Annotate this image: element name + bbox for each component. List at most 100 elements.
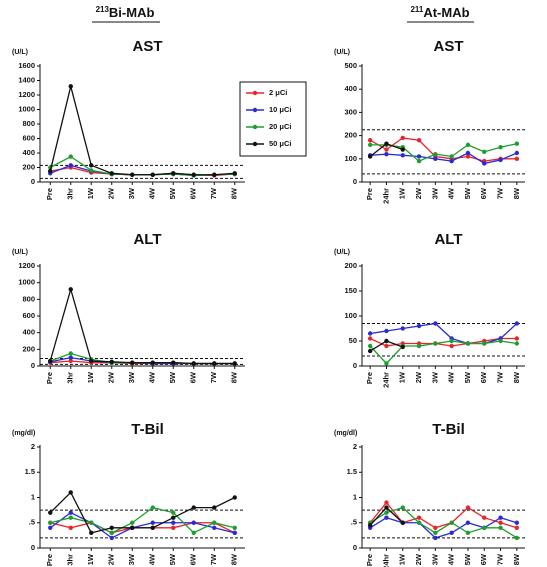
y-tick-label: 0 bbox=[353, 543, 357, 552]
data-point bbox=[384, 141, 389, 146]
x-tick-label: 4W bbox=[447, 371, 456, 383]
data-point bbox=[232, 361, 237, 366]
data-point bbox=[68, 525, 73, 530]
data-point bbox=[367, 336, 373, 341]
y-tick-label: 0 bbox=[31, 361, 35, 370]
data-point bbox=[232, 495, 237, 500]
series-line bbox=[369, 340, 517, 365]
data-point bbox=[89, 530, 94, 536]
data-point bbox=[68, 515, 73, 520]
x-tick-label: 4W bbox=[447, 187, 456, 199]
x-tick-label: 3hr bbox=[66, 372, 75, 384]
data-point bbox=[150, 525, 155, 530]
x-tick-label: 8W bbox=[230, 553, 239, 565]
data-point bbox=[465, 520, 471, 525]
agent: Bi-MAb bbox=[109, 5, 155, 20]
y-tick-label: .5 bbox=[29, 518, 35, 527]
y-tick-label: 200 bbox=[344, 131, 357, 140]
x-tick-label: Pre bbox=[365, 554, 374, 566]
x-tick-label: 7W bbox=[496, 187, 505, 199]
data-point bbox=[68, 154, 73, 159]
data-point bbox=[232, 530, 237, 536]
data-point bbox=[482, 341, 487, 346]
data-point bbox=[498, 145, 503, 150]
y-axis-label: (U/L) bbox=[334, 49, 350, 56]
data-point bbox=[68, 358, 73, 364]
data-point bbox=[48, 510, 53, 515]
data-point bbox=[416, 323, 422, 329]
x-tick-label: 8W bbox=[512, 553, 521, 565]
data-point bbox=[109, 535, 114, 541]
x-tick-label: Pre bbox=[45, 188, 54, 200]
y-axis-label: (U/L) bbox=[12, 49, 28, 56]
data-point bbox=[384, 328, 389, 334]
data-point bbox=[171, 525, 176, 530]
x-tick-label: 7W bbox=[209, 371, 218, 383]
y-tick-label: 400 bbox=[344, 84, 357, 93]
data-point bbox=[68, 355, 73, 360]
y-tick-label: 200 bbox=[344, 261, 357, 270]
x-tick-label: 4W bbox=[447, 553, 456, 565]
series-line bbox=[370, 322, 518, 345]
data-point bbox=[498, 525, 503, 530]
x-tick-label: 4W bbox=[148, 187, 157, 199]
y-tick-label: 1400 bbox=[18, 75, 35, 84]
legend-label: 2 μCi bbox=[269, 88, 287, 97]
data-point bbox=[433, 156, 438, 161]
series-line bbox=[49, 511, 235, 539]
x-tick-label: 6W bbox=[189, 187, 198, 199]
data-point bbox=[384, 147, 389, 152]
data-point bbox=[400, 326, 405, 331]
data-point bbox=[433, 530, 438, 536]
y-axis-label: (mg/dl) bbox=[12, 430, 35, 437]
y-axis-label: (U/L) bbox=[334, 249, 350, 256]
data-point bbox=[150, 520, 155, 525]
isotope: 213 bbox=[96, 5, 110, 14]
data-point bbox=[465, 341, 471, 346]
x-tick-label: 1W bbox=[86, 553, 95, 565]
x-tick-label: 1W bbox=[398, 553, 407, 565]
data-point bbox=[400, 147, 405, 152]
chart-title: ALT bbox=[133, 231, 161, 248]
data-point bbox=[384, 361, 389, 366]
x-tick-label: 3hr bbox=[66, 554, 75, 566]
data-point bbox=[498, 520, 503, 525]
column-title: 211At-MAb bbox=[410, 5, 469, 20]
data-point bbox=[367, 348, 373, 354]
y-tick-label: 400 bbox=[22, 328, 35, 337]
y-axis-label: (mg/dl) bbox=[334, 430, 357, 437]
data-point bbox=[212, 172, 217, 177]
y-tick-label: 1000 bbox=[18, 104, 35, 113]
data-point bbox=[68, 490, 73, 495]
data-point bbox=[191, 361, 196, 366]
data-point bbox=[384, 343, 389, 349]
legend-marker bbox=[252, 124, 258, 130]
series-line bbox=[49, 86, 235, 176]
data-point bbox=[384, 151, 389, 157]
y-tick-label: 2 bbox=[353, 442, 357, 451]
chart-title: AST bbox=[434, 38, 464, 55]
x-tick-label: 3W bbox=[127, 187, 136, 199]
x-tick-label: 6W bbox=[479, 553, 488, 565]
x-tick-label: 2W bbox=[107, 553, 116, 565]
y-tick-label: 1.5 bbox=[347, 467, 357, 476]
chart-title: T-Bil bbox=[131, 421, 164, 438]
data-point bbox=[482, 515, 487, 520]
x-tick-label: 3W bbox=[127, 553, 136, 565]
x-tick-label: 4W bbox=[148, 553, 157, 565]
data-point bbox=[384, 510, 389, 515]
data-point bbox=[367, 523, 373, 528]
chart-title: ALT bbox=[434, 231, 462, 248]
data-point bbox=[109, 171, 114, 176]
series-line bbox=[369, 137, 517, 162]
data-point bbox=[514, 150, 520, 156]
legend-marker bbox=[252, 107, 258, 113]
data-point bbox=[367, 138, 373, 143]
data-point bbox=[130, 360, 135, 365]
y-tick-label: 1.5 bbox=[25, 467, 35, 476]
y-tick-label: 600 bbox=[22, 311, 35, 320]
x-tick-label: 7W bbox=[496, 553, 505, 565]
x-tick-label: 6W bbox=[189, 553, 198, 565]
y-tick-label: 800 bbox=[22, 294, 35, 303]
x-tick-label: 1W bbox=[398, 187, 407, 199]
